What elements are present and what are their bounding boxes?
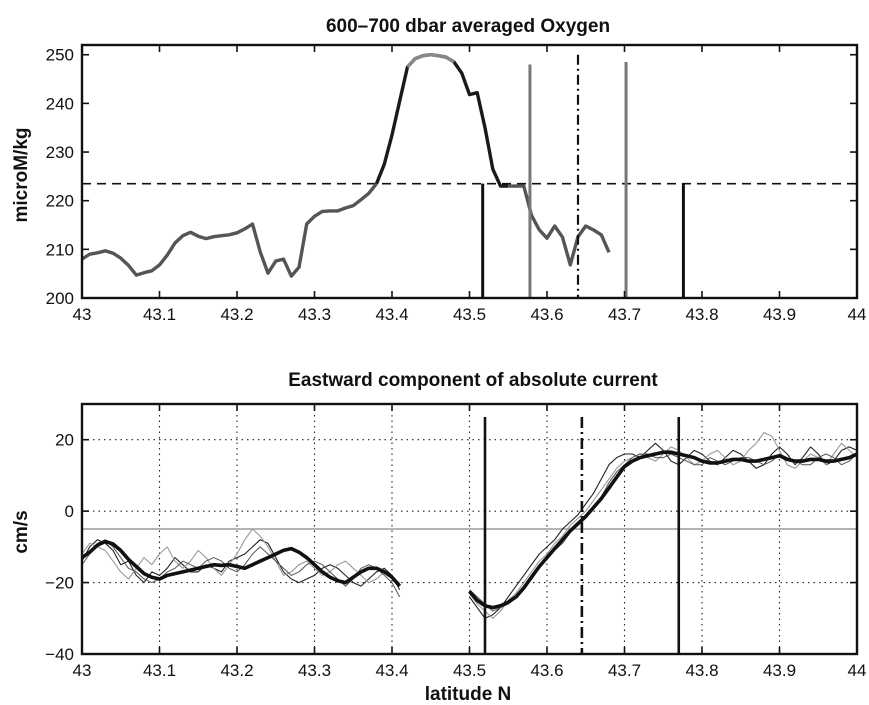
chart-title-oxygen: 600–700 dbar averaged Oxygen xyxy=(326,16,610,37)
chart-title-current: Eastward component of absolute current xyxy=(288,370,658,391)
oxygen-y-tick-label: 220 xyxy=(46,192,74,211)
current-plot: 43 43.1 43.2 43.3 43.4 43.5 43.6 43.7 43.8 43.9 44… xyxy=(45,402,867,680)
current-y-tick-label: −40 xyxy=(45,645,74,664)
oxygen-x-tick-label: 43.4 xyxy=(375,305,408,324)
current-x-tick-label: 43.7 xyxy=(608,661,641,680)
current-series-thick-0 xyxy=(82,539,402,588)
current-x-tick-label: 43.3 xyxy=(298,661,331,680)
current-x-tick-label: 43.2 xyxy=(220,661,253,680)
current-y-tick-label: 20 xyxy=(55,431,74,450)
current-x-tick-label: 43.5 xyxy=(453,661,486,680)
oxygen-core-segment xyxy=(406,53,455,69)
oxygen-data-area xyxy=(82,53,857,298)
oxygen-series-line-1 xyxy=(374,53,509,188)
oxygen-x-tick-label: 43 xyxy=(73,305,92,324)
current-series-thin-a-0 xyxy=(82,539,401,590)
x-axis-label-current: latitude N xyxy=(425,684,512,705)
oxygen-series-line-0 xyxy=(82,182,378,278)
oxygen-y-tick-label: 250 xyxy=(46,46,74,65)
oxygen-x-tick-label: 43.5 xyxy=(453,305,486,324)
current-y-tick-label: −20 xyxy=(45,574,74,593)
oxygen-x-tick-label: 43.9 xyxy=(763,305,796,324)
current-x-tick-label: 43.9 xyxy=(763,661,796,680)
oxygen-y-tick-label: 200 xyxy=(46,289,74,308)
oxygen-y-tick-label: 240 xyxy=(46,94,74,113)
oxygen-x-tick-label: 43.7 xyxy=(608,305,641,324)
oxygen-x-tick-label: 43.3 xyxy=(298,305,331,324)
current-data-area xyxy=(82,404,857,654)
oxygen-series-line-2 xyxy=(508,184,611,267)
oxygen-x-tick-label: 43.1 xyxy=(143,305,176,324)
oxygen-x-tick-label: 43.8 xyxy=(685,305,718,324)
current-x-tick-label: 43.6 xyxy=(530,661,563,680)
current-series-thin-b-0 xyxy=(82,528,400,584)
oxygen-y-tick-label: 230 xyxy=(46,143,74,162)
current-x-tick-label: 43.8 xyxy=(685,661,718,680)
current-series-thin-a-1 xyxy=(469,442,857,619)
current-x-tick-label: 43 xyxy=(73,661,92,680)
oxygen-y-tick-label: 210 xyxy=(46,240,74,259)
current-x-tick-label: 43.4 xyxy=(375,661,408,680)
oxygen-x-tick-label: 43.6 xyxy=(530,305,563,324)
oxygen-x-tick-label: 44 xyxy=(848,305,867,324)
y-axis-label-current: cm/s xyxy=(11,510,32,553)
oxygen-plot: 43 43.1 43.2 43.3 43.4 43.5 43.6 43.7 43.8 43.9 44… xyxy=(46,43,867,324)
current-x-tick-label: 44 xyxy=(848,661,867,680)
current-y-tick-label: 0 xyxy=(65,502,74,521)
oxygen-axes-frame xyxy=(80,43,859,300)
current-series-thin-c-1 xyxy=(469,453,857,612)
current-series-thick-1 xyxy=(468,450,857,610)
current-x-tick-label: 43.1 xyxy=(143,661,176,680)
oxygen-x-tick-label: 43.2 xyxy=(220,305,253,324)
y-axis-label-oxygen: microM/kg xyxy=(11,127,32,222)
